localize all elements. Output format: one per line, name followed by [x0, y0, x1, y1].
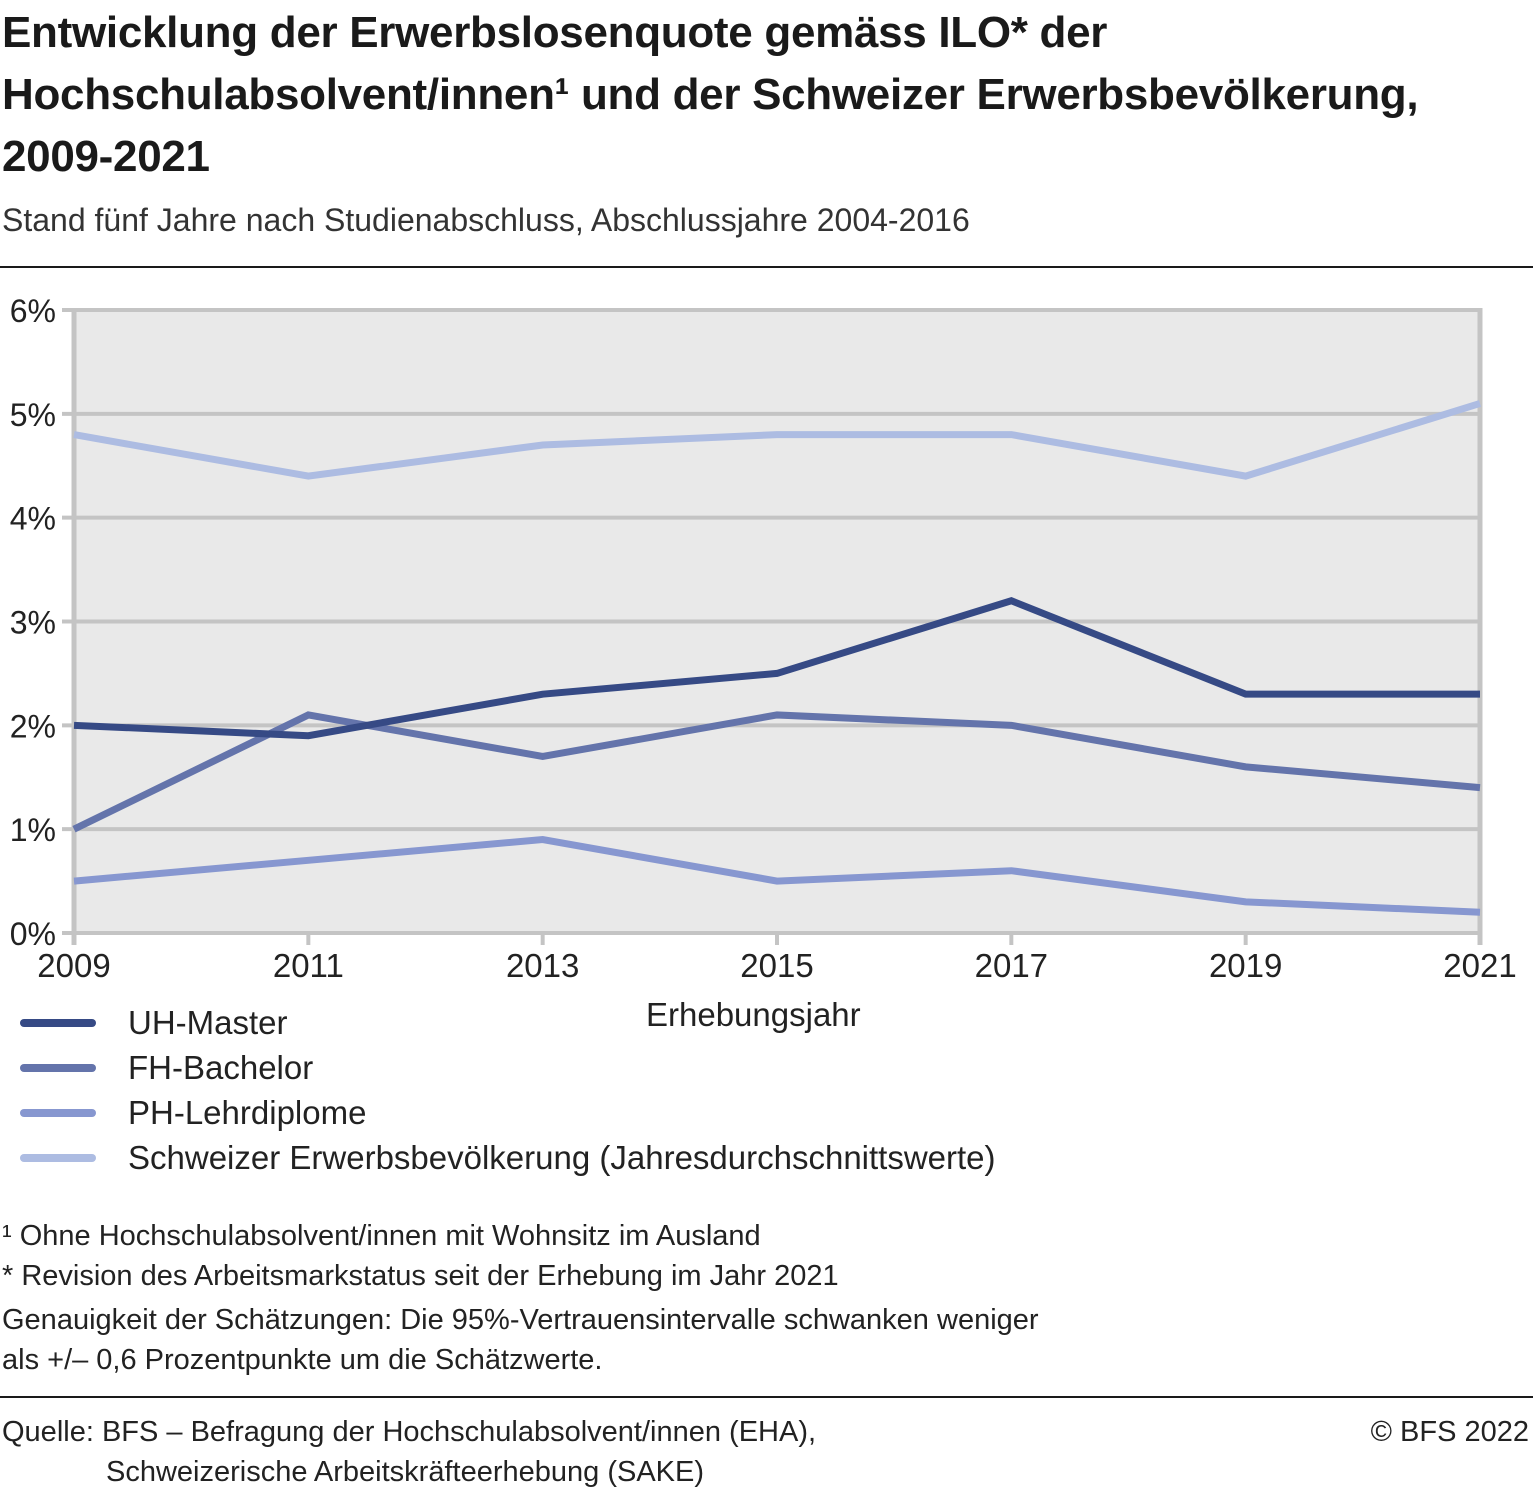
legend-label: FH-Bachelor: [128, 1048, 314, 1086]
footnotes: ¹ Ohne Hochschulabsolvent/innen mit Wohn…: [2, 1216, 1039, 1380]
legend: UH-Master FH-Bachelor PH-Lehrdiplome Sch…: [20, 1000, 996, 1180]
legend-item-uh-master: UH-Master: [20, 1000, 996, 1045]
legend-swatch: [20, 1153, 96, 1162]
series-line-schweizer: [73, 400, 1482, 480]
footnote-ilo: * Revision des Arbeitsmarkstatus seit de…: [2, 1260, 839, 1292]
legend-label: Schweizer Erwerbsbevölkerung (Jahresdurc…: [128, 1138, 996, 1176]
legend-item-ph-lehrdiplome: PH-Lehrdiplome: [20, 1090, 996, 1135]
source-line-2: Schweizerische Arbeitskräfteerhebung (SA…: [106, 1456, 705, 1488]
bottom-divider: [0, 1396, 1533, 1398]
legend-label: UH-Master: [128, 1003, 288, 1041]
legend-swatch: [20, 1018, 96, 1027]
source-line-1: Quelle: BFS – Befragung der Hochschulabs…: [2, 1416, 817, 1448]
legend-swatch: [20, 1063, 96, 1072]
y-tick-label: 4%: [10, 501, 56, 537]
y-tick-label: 5%: [10, 397, 56, 433]
x-tick-label: 2019: [1209, 947, 1282, 980]
legend-label: PH-Lehrdiplome: [128, 1093, 367, 1131]
precision-note-line-1: Genauigkeit der Schätzungen: Die 95%-Ver…: [2, 1304, 1039, 1336]
y-tick-label: 0%: [10, 916, 56, 952]
y-tick-label: 6%: [10, 293, 56, 329]
series-line-fh-bachelor: [72, 711, 1481, 833]
x-tick-label: 2013: [506, 947, 579, 980]
legend-swatch: [20, 1108, 96, 1117]
source-note: Quelle: BFS – Befragung der Hochschulabs…: [2, 1412, 816, 1492]
top-divider: [0, 266, 1533, 268]
legend-item-erwerbsbevoelkerung: Schweizer Erwerbsbevölkerung (Jahresdurc…: [20, 1135, 996, 1180]
x-tick-label: 2021: [1443, 947, 1516, 980]
copyright: © BFS 2022: [1370, 1416, 1529, 1448]
x-tick-label: 2017: [975, 947, 1048, 980]
y-tick-label: 3%: [10, 605, 56, 641]
precision-note-line-2: als +/– 0,6 Prozentpunkte um die Schätzw…: [2, 1344, 603, 1376]
footnote-1: ¹ Ohne Hochschulabsolvent/innen mit Wohn…: [2, 1220, 761, 1252]
y-tick-label: 1%: [10, 812, 56, 848]
y-tick-label: 2%: [10, 708, 56, 744]
x-tick-label: 2015: [740, 947, 813, 980]
x-tick-label: 2011: [273, 947, 344, 980]
chart-subtitle: Stand fünf Jahre nach Studienabschluss, …: [2, 202, 970, 238]
line-chart: 0% 1% 2% 3% 4% 5% 6% 2009 2011 2013 2015 2017 2019 2…: [10, 293, 1517, 980]
x-axis-label: Erhebungsjahr: [646, 996, 861, 1033]
series-line-ph-lehrdiplome: [73, 836, 1481, 916]
series-line-uh-master: [73, 597, 1480, 740]
legend-item-fh-bachelor: FH-Bachelor: [20, 1045, 996, 1090]
chart-title: Entwicklung der Erwerbslosenquote gemäss…: [2, 8, 1419, 181]
x-tick-label: 2009: [37, 947, 110, 980]
